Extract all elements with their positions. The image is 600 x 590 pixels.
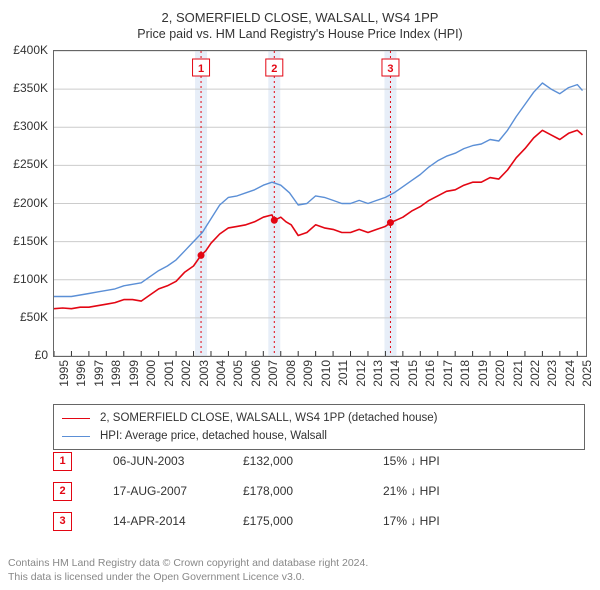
sales-table-row: 1 06-JUN-2003£132,00015% ↓ HPI bbox=[53, 448, 585, 474]
x-tick-label: 2006 bbox=[249, 360, 263, 387]
sales-table-row: 3 14-APR-2014£175,00017% ↓ HPI bbox=[53, 508, 585, 534]
footer-line2: This data is licensed under the Open Gov… bbox=[8, 570, 592, 584]
sale-date: 17-AUG-2007 bbox=[113, 484, 243, 498]
title-line1: 2, SOMERFIELD CLOSE, WALSALL, WS4 1PP bbox=[0, 10, 600, 25]
svg-text:3: 3 bbox=[387, 63, 393, 75]
x-tick-label: 1997 bbox=[92, 360, 106, 387]
x-tick-label: 2014 bbox=[388, 360, 402, 387]
chart-plot-area: 1 2 3 bbox=[53, 50, 587, 357]
y-tick-label: £250K bbox=[0, 157, 48, 171]
x-tick-label: 2010 bbox=[319, 360, 333, 387]
footer: Contains HM Land Registry data © Crown c… bbox=[8, 556, 592, 584]
sale-number-box: 1 bbox=[53, 452, 72, 471]
x-tick-label: 2009 bbox=[301, 360, 315, 387]
footer-line1: Contains HM Land Registry data © Crown c… bbox=[8, 556, 592, 570]
legend-swatch-price-paid bbox=[62, 418, 90, 419]
x-tick-label: 2022 bbox=[528, 360, 542, 387]
x-tick-label: 2017 bbox=[441, 360, 455, 387]
sale-number-box: 3 bbox=[53, 512, 72, 531]
x-tick-label: 2015 bbox=[406, 360, 420, 387]
legend-swatch-hpi bbox=[62, 436, 90, 437]
chart-svg: 1 2 3 bbox=[54, 51, 586, 356]
x-tick-label: 2024 bbox=[563, 360, 577, 387]
x-tick-label: 2020 bbox=[493, 360, 507, 387]
y-tick-label: £0 bbox=[0, 348, 48, 362]
legend-item-price-paid: 2, SOMERFIELD CLOSE, WALSALL, WS4 1PP (d… bbox=[62, 409, 576, 427]
x-tick-label: 2019 bbox=[476, 360, 490, 387]
svg-text:2: 2 bbox=[271, 63, 277, 75]
x-tick-label: 2003 bbox=[197, 360, 211, 387]
x-tick-label: 2021 bbox=[511, 360, 525, 387]
sale-hpi-diff: 17% ↓ HPI bbox=[383, 514, 523, 528]
x-tick-label: 2005 bbox=[231, 360, 245, 387]
sale-price: £132,000 bbox=[243, 454, 383, 468]
x-tick-label: 2016 bbox=[423, 360, 437, 387]
x-tick-label: 1996 bbox=[74, 360, 88, 387]
legend-label-price-paid: 2, SOMERFIELD CLOSE, WALSALL, WS4 1PP (d… bbox=[100, 412, 437, 424]
x-tick-label: 2004 bbox=[214, 360, 228, 387]
x-tick-label: 2018 bbox=[458, 360, 472, 387]
sales-table: 1 06-JUN-2003£132,00015% ↓ HPI 2 17-AUG-200… bbox=[53, 448, 585, 538]
y-tick-label: £150K bbox=[0, 234, 48, 248]
y-tick-label: £100K bbox=[0, 272, 48, 286]
title-line2: Price paid vs. HM Land Registry's House … bbox=[0, 27, 600, 41]
x-tick-label: 2008 bbox=[284, 360, 298, 387]
x-tick-label: 2013 bbox=[371, 360, 385, 387]
x-tick-label: 2001 bbox=[162, 360, 176, 387]
sale-hpi-diff: 21% ↓ HPI bbox=[383, 484, 523, 498]
legend-item-hpi: HPI: Average price, detached house, Wals… bbox=[62, 427, 576, 445]
sale-number-box: 2 bbox=[53, 482, 72, 501]
x-tick-label: 2000 bbox=[144, 360, 158, 387]
legend-label-hpi: HPI: Average price, detached house, Wals… bbox=[100, 430, 327, 442]
sale-date: 14-APR-2014 bbox=[113, 514, 243, 528]
x-tick-label: 2025 bbox=[580, 360, 594, 387]
x-tick-label: 1999 bbox=[127, 360, 141, 387]
x-tick-label: 2002 bbox=[179, 360, 193, 387]
sale-price: £175,000 bbox=[243, 514, 383, 528]
x-tick-label: 1998 bbox=[109, 360, 123, 387]
x-tick-label: 1995 bbox=[57, 360, 71, 387]
sale-hpi-diff: 15% ↓ HPI bbox=[383, 454, 523, 468]
y-tick-label: £400K bbox=[0, 43, 48, 57]
x-tick-label: 2011 bbox=[336, 360, 350, 386]
svg-text:1: 1 bbox=[198, 63, 204, 75]
sales-table-row: 2 17-AUG-2007£178,00021% ↓ HPI bbox=[53, 478, 585, 504]
y-tick-label: £300K bbox=[0, 119, 48, 133]
sale-date: 06-JUN-2003 bbox=[113, 454, 243, 468]
sale-price: £178,000 bbox=[243, 484, 383, 498]
y-tick-label: £350K bbox=[0, 81, 48, 95]
x-tick-label: 2023 bbox=[545, 360, 559, 387]
legend: 2, SOMERFIELD CLOSE, WALSALL, WS4 1PP (d… bbox=[53, 404, 585, 450]
y-tick-label: £50K bbox=[0, 310, 48, 324]
y-tick-label: £200K bbox=[0, 196, 48, 210]
x-tick-label: 2012 bbox=[354, 360, 368, 387]
x-tick-label: 2007 bbox=[266, 360, 280, 387]
chart-title: 2, SOMERFIELD CLOSE, WALSALL, WS4 1PP Pr… bbox=[0, 0, 600, 41]
